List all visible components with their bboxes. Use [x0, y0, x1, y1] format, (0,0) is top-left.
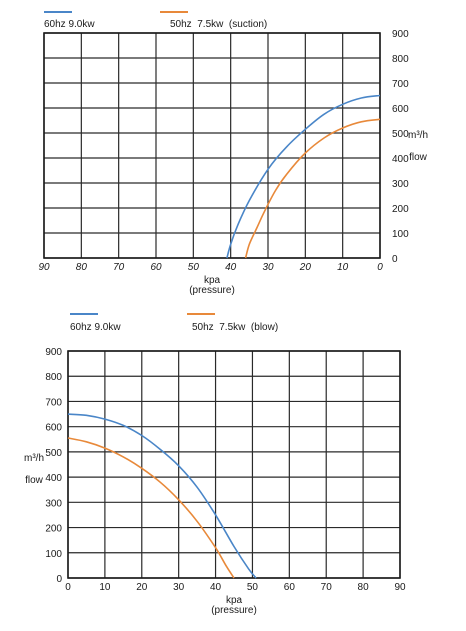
- x-axis-label: kpa: [204, 275, 221, 286]
- chart-2: 0 10 20 30 40 50 60 70 80 90 kpa(pressure) 0 100 200 3…: [24, 313, 406, 616]
- x-tick-label: 70: [321, 582, 333, 593]
- y-tick-label: 0: [56, 574, 62, 585]
- y-tick-label: 400: [45, 473, 62, 484]
- y-axis-sublabel: flow: [25, 475, 44, 486]
- plot-frame: [43, 32, 381, 259]
- y-axis-label: m³/h: [24, 453, 44, 464]
- grid: [67, 350, 401, 579]
- x-axis-label: kpa: [226, 595, 243, 606]
- x-tick-label: 90: [394, 582, 406, 593]
- y-tick-label: 300: [45, 498, 62, 509]
- x-tick-label: 80: [76, 262, 88, 273]
- legend-label: 50hz 7.5kw (suction): [170, 19, 267, 30]
- x-axis-sublabel: (pressure): [211, 605, 257, 616]
- y-axis-sublabel: flow: [409, 152, 428, 163]
- x-tick-label: 70: [113, 262, 125, 273]
- grid: [43, 32, 381, 259]
- x-tick-label: 30: [173, 582, 185, 593]
- x-tick-label: 90: [38, 262, 50, 273]
- y-tick-label: 600: [45, 423, 62, 434]
- x-tick-label: 40: [225, 262, 237, 273]
- x-tick-label: 0: [377, 262, 383, 273]
- x-tick-label: 20: [299, 262, 312, 273]
- y-tick-label: 500: [45, 448, 62, 459]
- x-tick-label: 50: [188, 262, 200, 273]
- y-tick-label: 800: [45, 372, 62, 383]
- x-tick-label: 40: [210, 582, 222, 593]
- y-tick-label: 200: [392, 204, 409, 215]
- legend-label: 50hz 7.5kw (blow): [192, 322, 278, 333]
- series-line-50hz: [244, 118, 381, 259]
- x-tick-label: 30: [262, 262, 274, 273]
- x-axis-sublabel: (pressure): [189, 285, 235, 296]
- x-tick-label: 50: [247, 582, 259, 593]
- legend-label: 60hz 9.0kw: [70, 322, 121, 333]
- y-tick-label: 100: [45, 549, 62, 560]
- series-line-50hz: [67, 437, 235, 579]
- x-tick-label: 0: [65, 582, 71, 593]
- plot-frame: [67, 350, 401, 579]
- y-tick-label: 0: [392, 254, 398, 265]
- y-tick-label: 900: [45, 347, 62, 358]
- series-line-60hz: [67, 413, 257, 579]
- y-tick-label: 100: [392, 229, 409, 240]
- y-tick-label: 900: [392, 29, 409, 40]
- x-tick-label: 20: [136, 582, 148, 593]
- x-tick-label: 10: [99, 582, 111, 593]
- chart-1: 0 10 20 30 40 50 60 70 80 90 kpa(pressure) 0 100 200 3…: [38, 11, 428, 296]
- y-tick-label: 200: [45, 524, 62, 535]
- y-tick-label: 500: [392, 129, 409, 140]
- legend-label: 60hz 9.0kw: [44, 19, 95, 30]
- y-tick-label: 600: [392, 104, 409, 115]
- series-line-60hz: [226, 94, 381, 259]
- y-tick-label: 700: [45, 397, 62, 408]
- y-tick-label: 300: [392, 179, 409, 190]
- y-tick-label: 700: [392, 79, 409, 90]
- y-axis-label: m³/h: [408, 130, 428, 141]
- x-tick-label: 80: [358, 582, 370, 593]
- x-tick-label: 60: [284, 582, 296, 593]
- y-tick-label: 400: [392, 154, 409, 165]
- x-tick-label: 10: [337, 262, 349, 273]
- y-tick-label: 800: [392, 54, 409, 65]
- x-tick-label: 60: [150, 262, 162, 273]
